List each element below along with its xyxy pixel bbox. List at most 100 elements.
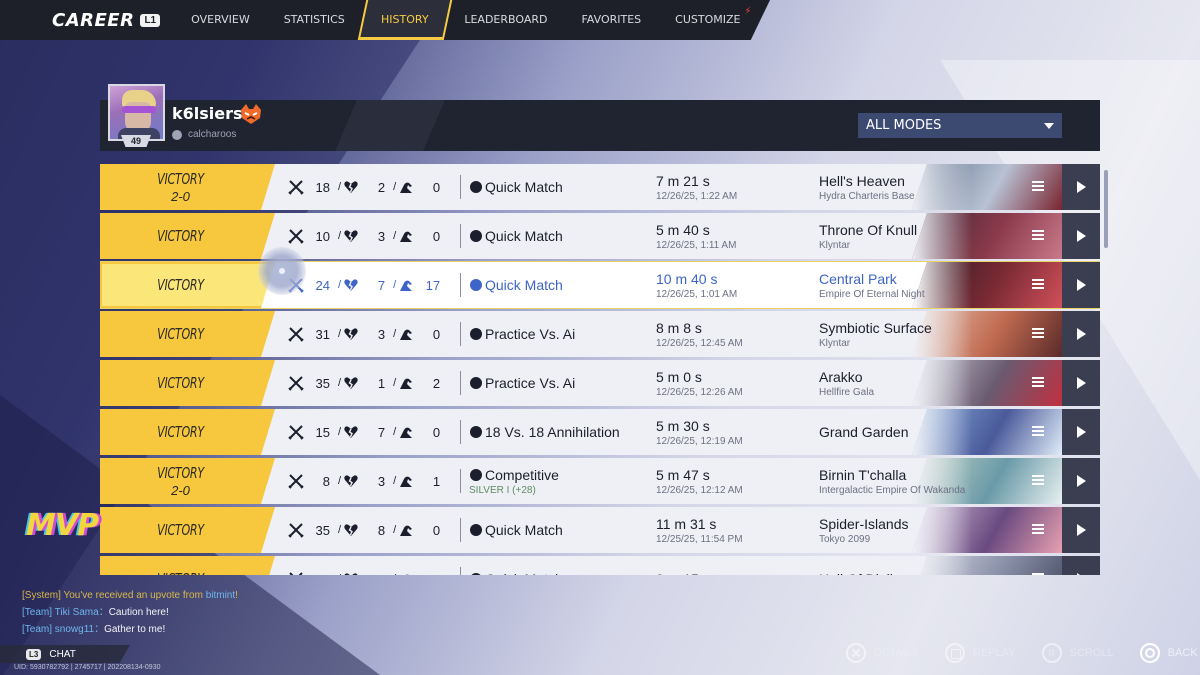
playstation-icon xyxy=(470,426,482,438)
match-date: 12/26/25, 1:01 AM xyxy=(656,288,738,300)
map-info: Hell's Heaven Hydra Charteris Base xyxy=(819,164,915,210)
crossed-swords-icon xyxy=(288,571,304,575)
deaths-value: 3 xyxy=(377,326,386,342)
match-row[interactable]: VICTORY 24/7/17 Quick Match 10 m 40 s 12/26/… xyxy=(100,262,1100,308)
match-score: 2-0 xyxy=(171,483,190,498)
match-row[interactable]: VICTORY 35/1/2 Practice Vs. Ai 5 m 0 s 12/26… xyxy=(100,360,1100,406)
details-prompt[interactable]: DETAILS xyxy=(846,643,919,663)
username: k6lsiers xyxy=(172,104,243,123)
scrollbar[interactable] xyxy=(1104,170,1108,248)
tab-history[interactable]: HISTORY xyxy=(357,0,452,40)
broken-heart-icon xyxy=(343,571,359,575)
menu-icon[interactable] xyxy=(1032,181,1044,191)
helping-hand-icon xyxy=(398,228,414,244)
tab-leaderboard[interactable]: LEADERBOARD xyxy=(464,13,548,26)
crossed-swords-icon xyxy=(288,228,304,244)
map-info: Central Park Empire Of Eternal Night xyxy=(819,262,925,308)
match-date: 12/25/25, 11:54 PM xyxy=(656,533,743,545)
map-location: Empire Of Eternal Night xyxy=(819,288,925,300)
lightning-bolt-icon: ⚡ xyxy=(744,6,752,17)
r1-button[interactable]: R1 xyxy=(896,14,917,27)
kills-value: 31 xyxy=(315,326,330,342)
playstation-icon xyxy=(470,573,482,575)
scroll-prompt[interactable]: R SCROLL xyxy=(1041,643,1114,663)
chevron-down-icon xyxy=(1044,123,1054,129)
replay-play-button[interactable] xyxy=(1062,458,1100,504)
crossed-swords-icon xyxy=(288,326,304,342)
match-row[interactable]: VICTORY 2-0 8/3/1 Competitive SILVER I (+28)… xyxy=(100,458,1100,504)
tab-favorites[interactable]: FAVORITES xyxy=(581,13,642,26)
menu-icon[interactable] xyxy=(1032,426,1044,436)
broken-heart-icon xyxy=(343,179,359,195)
kda-stats: 8/3/1 xyxy=(288,458,448,504)
playstation-icon xyxy=(470,279,482,291)
menu-icon[interactable] xyxy=(1032,230,1044,240)
tab-customize[interactable]: CUSTOMIZE ⚡ xyxy=(675,6,752,27)
l1-button[interactable]: L1 xyxy=(140,13,161,27)
cross-button-icon xyxy=(846,643,866,663)
map-thumbnail xyxy=(912,556,1062,575)
map-thumbnail xyxy=(912,507,1062,553)
kills-value: 12 xyxy=(304,572,330,576)
replay-play-button[interactable] xyxy=(1062,409,1100,455)
match-row[interactable]: VICTORY 31/3/0 Practice Vs. Ai 8 m 8 s 12/26… xyxy=(100,311,1100,357)
result-badge: VICTORY xyxy=(100,507,275,553)
replay-play-button[interactable] xyxy=(1062,360,1100,406)
psn-id: calcharoos xyxy=(172,129,236,140)
match-row[interactable]: VICTORY 12/4/1 Quick Match 9 m 15 s Hall Of … xyxy=(100,556,1100,575)
match-score: 2-0 xyxy=(171,189,190,204)
match-row[interactable]: VICTORY 35/8/0 Quick Match 11 m 31 s 12/25/2… xyxy=(100,507,1100,553)
replay-play-button[interactable] xyxy=(1062,213,1100,259)
playstation-icon xyxy=(470,230,482,242)
match-row[interactable]: VICTORY 10/3/0 Quick Match 5 m 40 s 12/26/25… xyxy=(100,213,1100,259)
page-title: CAREER xyxy=(52,9,135,31)
tab-statistics[interactable]: STATISTICS xyxy=(283,13,345,26)
back-prompt[interactable]: BACK xyxy=(1139,643,1198,663)
playstation-icon xyxy=(470,377,482,389)
helping-hand-icon xyxy=(398,277,414,293)
tab-achievements[interactable]: ACHIEVEMENTS xyxy=(757,0,770,40)
kda-stats: 15/7/0 xyxy=(288,409,448,455)
menu-icon[interactable] xyxy=(1032,475,1044,485)
menu-icon[interactable] xyxy=(1032,524,1044,534)
crossed-swords-icon xyxy=(288,473,304,489)
match-row[interactable]: VICTORY 2-0 18/2/0 Quick Match 7 m 21 s 12/26… xyxy=(100,164,1100,210)
helping-hand-icon xyxy=(398,179,414,195)
map-thumbnail xyxy=(912,213,1062,259)
result-badge: VICTORY xyxy=(100,556,275,575)
mode-name: Quick Match xyxy=(485,179,563,195)
helping-hand-icon xyxy=(398,375,414,391)
replay-prompt[interactable]: REPLAY xyxy=(945,643,1016,663)
map-info: Birnin T'challa Intergalactic Empire Of W… xyxy=(819,458,965,504)
result-badge: VICTORY 2-0 xyxy=(100,164,275,210)
replay-play-button[interactable] xyxy=(1062,164,1100,210)
tab-overview[interactable]: OVERVIEW xyxy=(191,13,250,26)
kda-stats: 10/3/0 xyxy=(288,213,448,259)
mode-name: Quick Match xyxy=(485,228,563,244)
kda-stats: 35/8/0 xyxy=(288,507,448,553)
broken-heart-icon xyxy=(343,277,359,293)
replay-play-button[interactable] xyxy=(1062,262,1100,308)
broken-heart-icon xyxy=(343,424,359,440)
match-duration: 10 m 40 s xyxy=(656,270,718,287)
menu-icon[interactable] xyxy=(1032,279,1044,289)
mode-filter-select[interactable]: ALL MODES xyxy=(858,113,1062,138)
kda-stats: 24/7/17 xyxy=(288,262,448,308)
assists-value: 2 xyxy=(432,375,441,391)
menu-icon[interactable] xyxy=(1032,328,1044,338)
match-time: 5 m 40 s 12/26/25, 1:11 AM xyxy=(656,213,736,259)
match-row[interactable]: VICTORY 15/7/0 18 Vs. 18 Annihilation 5 m 3… xyxy=(100,409,1100,455)
replay-play-button[interactable] xyxy=(1062,556,1100,575)
avatar[interactable] xyxy=(108,84,165,141)
result-badge: VICTORY xyxy=(100,262,275,308)
menu-icon[interactable] xyxy=(1032,377,1044,387)
chat-button[interactable]: L3 CHAT xyxy=(0,645,130,663)
replay-play-button[interactable] xyxy=(1062,311,1100,357)
map-location: Tokyo 2099 xyxy=(819,533,871,545)
replay-play-button[interactable] xyxy=(1062,507,1100,553)
menu-icon[interactable] xyxy=(1032,573,1044,575)
result-badge: VICTORY 2-0 xyxy=(100,458,275,504)
uid-text: UID: 5930782792 | 2745717 | 202208134-09… xyxy=(14,664,161,671)
mode-name: Competitive xyxy=(485,466,559,483)
match-duration: 9 m 15 s xyxy=(656,571,710,575)
